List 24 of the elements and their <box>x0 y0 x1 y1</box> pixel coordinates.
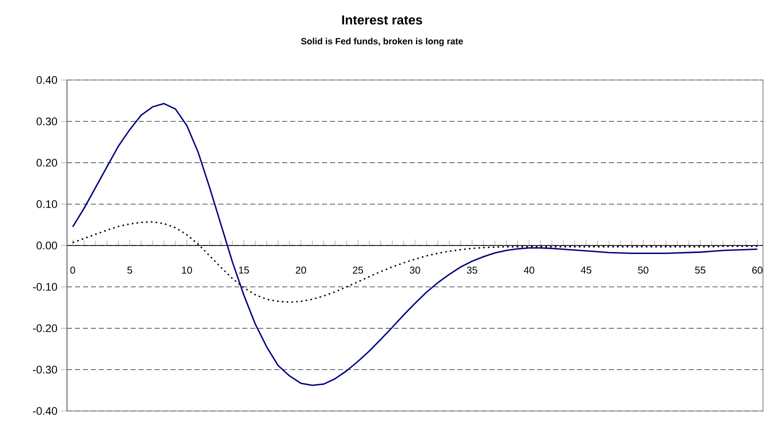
x-tick-label: 0 <box>70 266 76 274</box>
y-tick-label: 0.40 <box>36 76 58 84</box>
chart-subtitle: Solid is Fed funds, broken is long rate <box>301 38 463 46</box>
y-tick-label: 0.30 <box>36 118 58 126</box>
x-tick-label: 5 <box>127 266 132 274</box>
chart-title: Interest rates <box>342 15 422 25</box>
y-tick-label: -0.40 <box>33 407 58 415</box>
x-tick-label: 60 <box>752 266 762 274</box>
x-tick-label: 55 <box>695 266 706 274</box>
x-tick-label: 15 <box>239 266 249 274</box>
x-tick-label: 20 <box>296 266 306 274</box>
x-tick-label: 30 <box>410 266 420 274</box>
x-tick-label: 35 <box>466 266 478 274</box>
x-tick-label: 25 <box>352 266 364 274</box>
x-tick-label: 40 <box>524 266 534 274</box>
x-tick-label: 50 <box>638 266 648 274</box>
y-tick-label: 0.10 <box>36 200 58 208</box>
y-tick-label: -0.10 <box>33 283 58 291</box>
x-tick-label: 45 <box>580 266 592 274</box>
y-tick-label: -0.30 <box>33 366 58 374</box>
y-tick-label: -0.20 <box>33 324 58 332</box>
y-tick-label: 0.00 <box>36 242 58 250</box>
y-tick-label: 0.20 <box>36 158 58 167</box>
x-tick-label: 10 <box>182 266 192 274</box>
